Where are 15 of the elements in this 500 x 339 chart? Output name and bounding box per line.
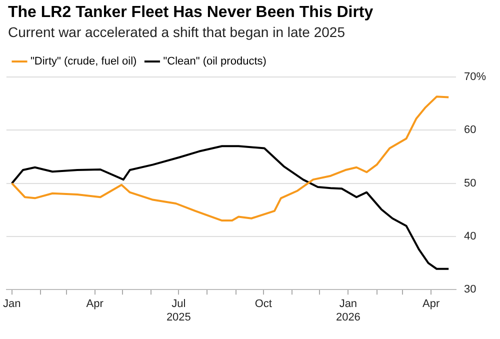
x-tick-label: Jan 2026: [336, 298, 360, 324]
legend-label: "Clean" (oil products): [163, 56, 266, 68]
y-tick-label: 30: [464, 284, 476, 296]
chart-subtitle: Current war accelerated a shift that began in late 2025: [8, 24, 346, 40]
x-tick-label: Apr: [422, 298, 440, 310]
x-tick-label: Jul 2025: [166, 298, 191, 324]
x-tick-label: Jan: [3, 298, 21, 310]
x-tick-label: Oct: [254, 298, 272, 310]
y-tick-label: 60: [464, 124, 476, 136]
y-tick-label: 50: [464, 177, 476, 190]
y-tick-label: 40: [464, 230, 476, 242]
chart-title: The LR2 Tanker Fleet Has Never Been This Dirty: [8, 4, 374, 22]
legend-label: "Dirty" (crude, fuel oil): [30, 56, 137, 68]
y-tick-label: 70%: [464, 71, 486, 84]
x-tick-label: Apr: [86, 298, 104, 310]
